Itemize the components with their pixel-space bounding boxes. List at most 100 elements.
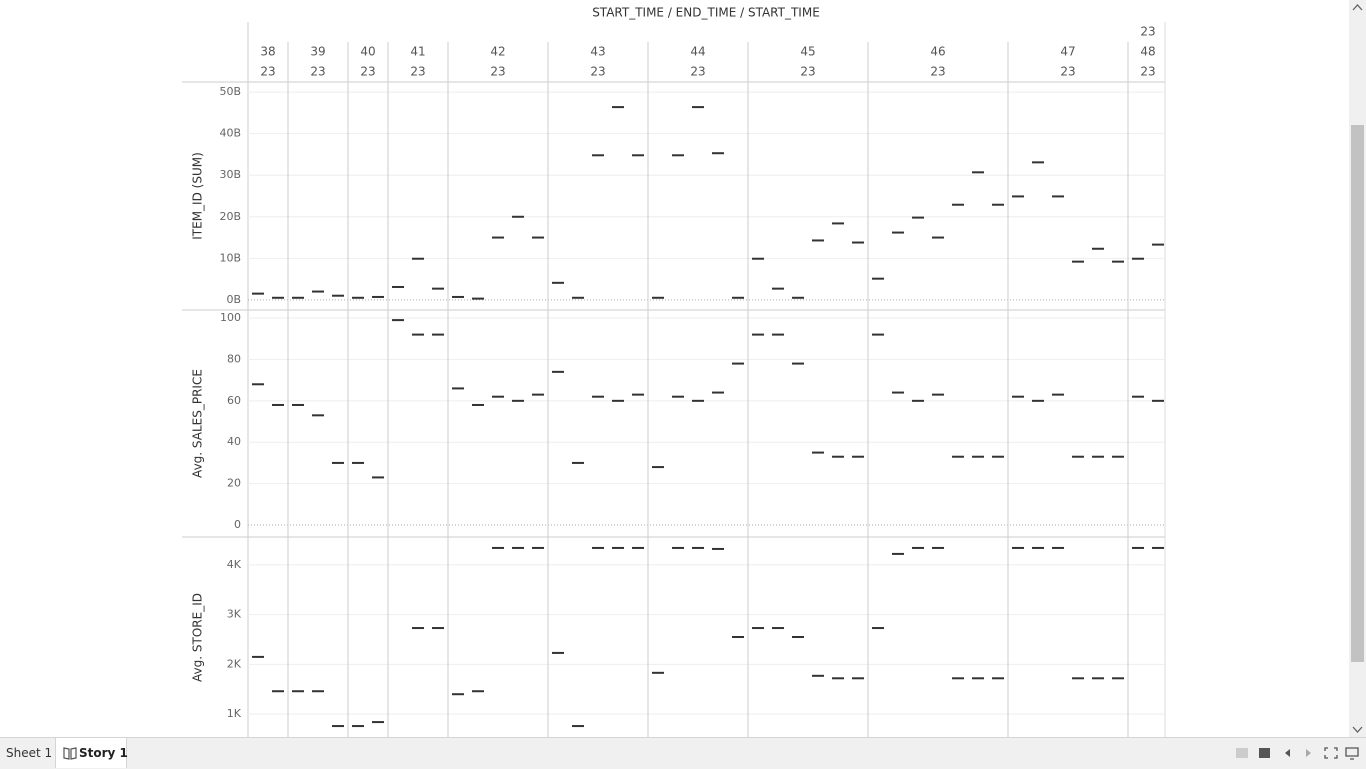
- dash-mark: [932, 546, 944, 549]
- sheet-tab[interactable]: Sheet 1: [6, 746, 53, 760]
- dash-mark: [712, 547, 724, 550]
- axis-label: Avg. SALES_PRICE: [191, 369, 205, 478]
- filmstrip-btn[interactable]: [1236, 748, 1248, 758]
- dash-mark: [912, 399, 924, 402]
- dash-mark: [832, 455, 844, 458]
- story-tab[interactable]: Story 1: [79, 746, 128, 760]
- dash-mark: [932, 236, 944, 239]
- dash-mark: [952, 203, 964, 206]
- dash-mark: [972, 677, 984, 680]
- axis-label: ITEM_ID (SUM): [191, 152, 205, 240]
- dash-mark: [1132, 546, 1144, 549]
- fullscreen-btn[interactable]: [1324, 747, 1338, 759]
- y-tick-label: 0: [234, 518, 241, 531]
- dash-mark: [1012, 395, 1024, 398]
- dash-mark: [572, 725, 584, 728]
- dash-mark: [632, 154, 644, 157]
- y-tick-label: 4K: [227, 558, 242, 571]
- column-label: 46: [930, 45, 945, 59]
- column-label: 45: [800, 45, 815, 59]
- column-extra: 23: [1140, 25, 1155, 39]
- dash-mark: [972, 455, 984, 458]
- column-year: 23: [1140, 65, 1155, 79]
- prev-btn[interactable]: [1285, 749, 1290, 757]
- dash-mark: [272, 403, 284, 406]
- dash-mark: [1112, 677, 1124, 680]
- dash-mark: [692, 399, 704, 402]
- y-tick-label: 3K: [227, 608, 242, 621]
- dash-mark: [932, 393, 944, 396]
- dash-mark: [432, 333, 444, 336]
- present-btn[interactable]: [1345, 747, 1359, 760]
- dash-mark: [812, 451, 824, 454]
- dash-mark: [312, 690, 324, 693]
- single-view-btn[interactable]: [1259, 748, 1270, 758]
- story-icon: [63, 747, 77, 760]
- dash-mark: [852, 455, 864, 458]
- dash-mark: [492, 546, 504, 549]
- column-year: 23: [800, 65, 815, 79]
- dash-mark: [592, 546, 604, 549]
- dash-mark: [1152, 399, 1164, 402]
- dash-mark: [732, 636, 744, 639]
- axis-label: Avg. STORE_ID: [191, 593, 205, 682]
- dash-mark: [512, 399, 524, 402]
- y-tick-label: 40B: [219, 127, 241, 140]
- scrollbar-thumb[interactable]: [1351, 125, 1364, 662]
- dash-mark: [912, 216, 924, 219]
- dash-mark: [832, 222, 844, 225]
- y-tick-label: 40: [227, 435, 241, 448]
- dash-mark: [552, 651, 564, 654]
- dash-mark: [1052, 195, 1064, 198]
- dash-mark: [612, 546, 624, 549]
- dash-mark: [452, 295, 464, 298]
- y-tick-label: 20B: [219, 210, 241, 223]
- dash-mark: [532, 546, 544, 549]
- column-year: 23: [410, 65, 425, 79]
- column-label: 48: [1140, 45, 1155, 59]
- dash-mark: [452, 387, 464, 390]
- plot: [248, 91, 1165, 728]
- column-year: 23: [490, 65, 505, 79]
- dash-mark: [992, 677, 1004, 680]
- dash-mark: [812, 239, 824, 242]
- dash-mark: [312, 414, 324, 417]
- dash-mark: [252, 655, 264, 658]
- column-label: 44: [690, 45, 705, 59]
- dash-mark: [592, 395, 604, 398]
- scroll-up[interactable]: [1352, 4, 1363, 11]
- dash-mark: [532, 393, 544, 396]
- dash-mark: [332, 294, 344, 297]
- dash-mark: [432, 287, 444, 290]
- dash-mark: [652, 466, 664, 469]
- dash-mark: [732, 296, 744, 299]
- dash-mark: [772, 287, 784, 290]
- y-tick-label: 30B: [219, 168, 241, 181]
- y-tick-label: 10B: [219, 251, 241, 264]
- dash-mark: [1072, 677, 1084, 680]
- next-btn[interactable]: [1306, 749, 1311, 757]
- column-label: 42: [490, 45, 505, 59]
- scroll-down[interactable]: [1352, 726, 1363, 733]
- y-tick-label: 0B: [226, 293, 241, 306]
- dash-mark: [492, 236, 504, 239]
- dash-mark: [1012, 195, 1024, 198]
- dash-mark: [872, 333, 884, 336]
- dash-mark: [1072, 260, 1084, 263]
- y-tick-label: 1K: [227, 707, 242, 720]
- column-year: 23: [360, 65, 375, 79]
- dash-mark: [612, 106, 624, 109]
- dash-mark: [452, 693, 464, 696]
- dash-mark: [672, 154, 684, 157]
- dash-mark: [732, 362, 744, 365]
- dash-mark: [792, 362, 804, 365]
- y-tick-label: 20: [227, 477, 241, 490]
- column-year: 23: [930, 65, 945, 79]
- dash-mark: [272, 690, 284, 693]
- dash-mark: [812, 674, 824, 677]
- dash-mark: [1092, 247, 1104, 250]
- dash-mark: [852, 677, 864, 680]
- dash-mark: [1092, 677, 1104, 680]
- dash-mark: [352, 461, 364, 464]
- dash-mark: [892, 552, 904, 555]
